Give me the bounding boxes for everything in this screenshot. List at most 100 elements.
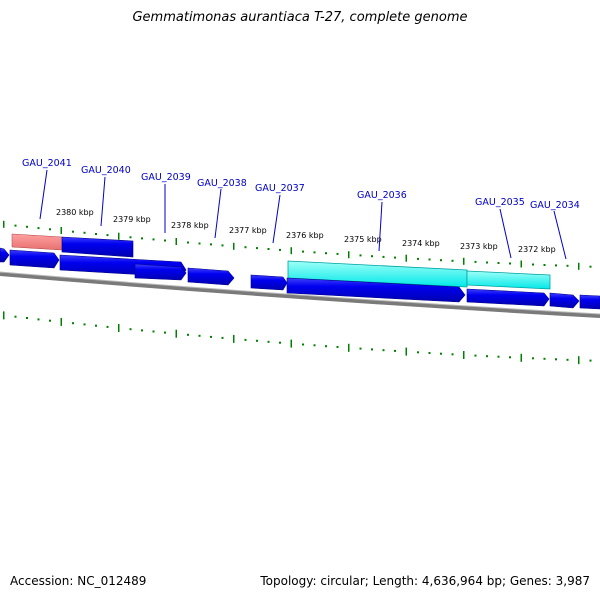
major-tick	[290, 339, 292, 348]
minor-tick	[313, 251, 316, 254]
minor-tick	[325, 252, 327, 255]
minor-tick	[417, 351, 419, 354]
minor-tick	[555, 358, 557, 361]
minor-tick	[14, 315, 17, 318]
major-tick	[463, 351, 465, 359]
major-tick	[348, 251, 350, 259]
kbp-label: 2375 kbp	[344, 235, 382, 244]
minor-tick	[83, 323, 86, 326]
minor-tick	[497, 262, 500, 264]
major-tick	[118, 232, 120, 240]
gene-label-leader	[214, 188, 222, 239]
feature-cyan	[287, 260, 468, 288]
minor-tick	[509, 262, 511, 265]
major-tick	[60, 317, 62, 326]
minor-tick	[37, 227, 40, 230]
minor-tick	[555, 264, 557, 267]
minor-tick	[543, 264, 546, 266]
minor-tick	[221, 336, 224, 339]
minor-tick	[256, 247, 258, 250]
feature-cyan	[466, 270, 551, 290]
kbp-label: 2376 kbp	[286, 231, 324, 240]
minor-tick	[83, 231, 86, 234]
gene-arrow	[187, 267, 235, 286]
minor-tick	[198, 334, 201, 337]
minor-tick	[359, 347, 362, 350]
minor-tick	[371, 255, 373, 258]
minor-tick	[256, 339, 258, 342]
genome-info-text: Topology: circular; Length: 4,636,964 bp…	[260, 574, 590, 588]
major-tick	[233, 334, 235, 343]
major-tick	[520, 260, 522, 268]
minor-tick	[164, 331, 166, 334]
minor-tick	[313, 344, 316, 347]
minor-tick	[589, 265, 592, 268]
minor-tick	[509, 356, 511, 359]
minor-tick	[152, 238, 155, 241]
minor-tick	[106, 325, 109, 328]
minor-tick	[187, 241, 189, 244]
gene-label: GAU_2035	[475, 197, 525, 208]
major-tick	[290, 247, 292, 255]
major-tick	[175, 329, 177, 338]
gene-label: GAU_2040	[81, 165, 131, 176]
kbp-label: 2377 kbp	[229, 226, 267, 235]
gene-arrow	[0, 247, 10, 263]
minor-tick	[474, 354, 477, 357]
genome-backbone	[0, 272, 600, 318]
minor-tick	[543, 357, 546, 360]
tick-row-top	[3, 220, 592, 270]
minor-tick	[210, 243, 212, 246]
minor-tick	[95, 233, 97, 235]
minor-tick	[497, 355, 500, 358]
major-tick	[520, 353, 522, 362]
minor-tick	[566, 264, 569, 267]
minor-tick	[325, 345, 327, 348]
map-title: Gemmatimonas aurantiaca T-27, complete g…	[132, 10, 468, 25]
minor-tick	[382, 255, 385, 258]
major-tick	[175, 238, 177, 245]
kbp-label: 2374 kbp	[402, 239, 440, 248]
major-tick	[3, 220, 5, 228]
minor-tick	[141, 237, 143, 240]
major-tick	[233, 242, 235, 250]
minor-tick	[589, 359, 592, 362]
kbp-label: 2372 kbp	[518, 245, 556, 254]
minor-tick	[95, 324, 97, 327]
kbp-label: 2378 kbp	[171, 221, 209, 230]
minor-tick	[106, 234, 109, 237]
gene-label: GAU_2041	[22, 158, 72, 169]
minor-tick	[152, 330, 155, 333]
gene-arrow	[250, 274, 288, 291]
minor-tick	[336, 346, 339, 348]
minor-tick	[129, 236, 132, 239]
minor-tick	[440, 259, 442, 262]
gene-label-leader	[100, 176, 106, 227]
gene-label: GAU_2036	[357, 190, 407, 201]
major-tick	[60, 227, 62, 234]
minor-tick	[486, 261, 488, 264]
gene-label: GAU_2038	[197, 178, 247, 189]
minor-tick	[302, 343, 304, 346]
minor-tick	[279, 341, 281, 344]
minor-tick	[474, 260, 477, 263]
minor-tick	[129, 328, 132, 331]
major-tick	[463, 257, 465, 265]
minor-tick	[417, 257, 419, 260]
minor-tick	[72, 322, 74, 325]
minor-tick	[267, 340, 270, 343]
minor-tick	[198, 242, 201, 245]
minor-tick	[49, 228, 51, 231]
minor-tick	[566, 358, 569, 361]
minor-tick	[394, 256, 396, 259]
minor-tick	[371, 348, 373, 351]
gene-label: GAU_2039	[141, 172, 191, 183]
feature-red	[11, 233, 63, 251]
minor-tick	[451, 259, 454, 262]
gene-label-leader	[39, 169, 48, 220]
minor-tick	[382, 349, 385, 352]
minor-tick	[37, 318, 40, 321]
minor-tick	[532, 263, 534, 266]
minor-tick	[221, 244, 224, 247]
kbp-label: 2380 kbp	[56, 208, 94, 217]
